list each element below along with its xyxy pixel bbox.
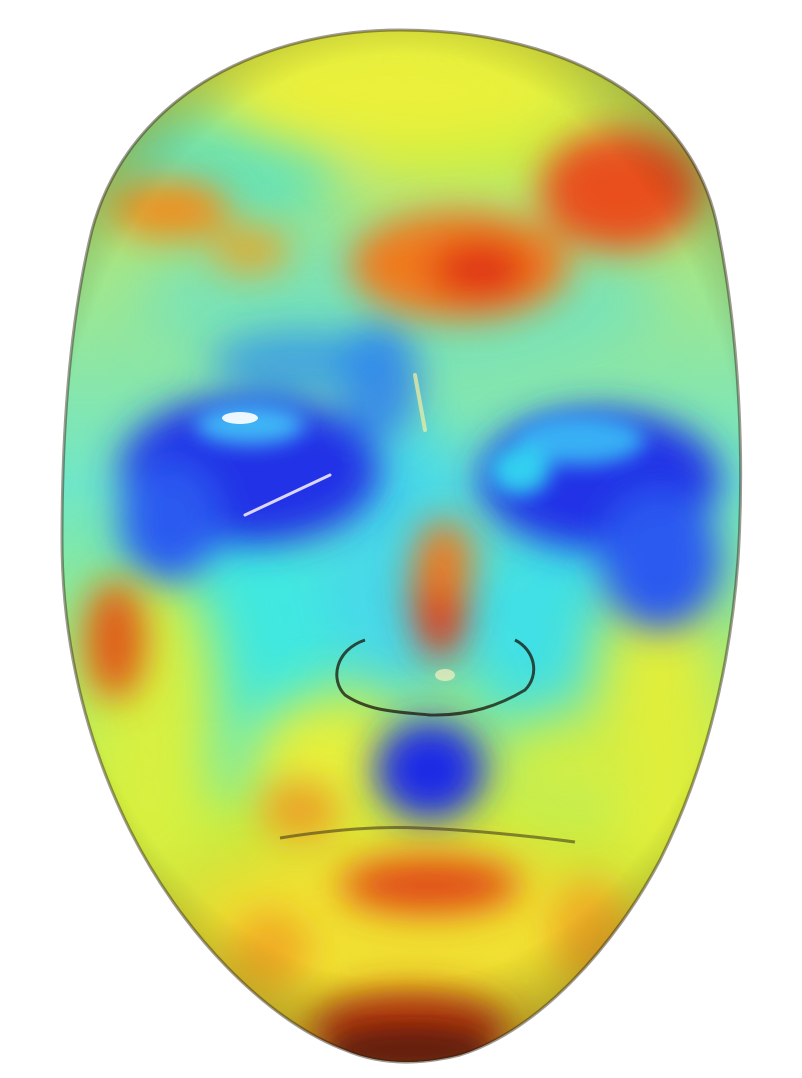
specular-highlights [222,373,455,681]
face-outline [60,28,743,1064]
mouth-line [279,825,576,844]
nose-outline [335,638,536,717]
